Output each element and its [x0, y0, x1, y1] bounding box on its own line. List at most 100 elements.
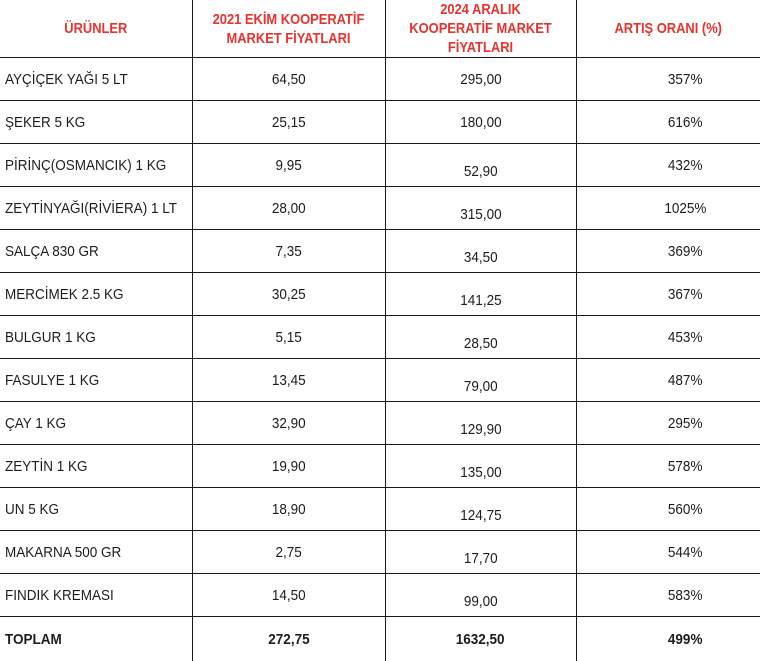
price-2024-text: 28,50	[464, 335, 498, 352]
product-name-text: FASULYE 1 KG	[5, 372, 99, 389]
price-2021-text: 14,50	[272, 587, 306, 604]
price-2021-text: 7,35	[275, 243, 301, 260]
table-body: AYÇİÇEK YAĞI 5 LT 64,50 295,00 357% ŞEKER 5 …	[0, 58, 760, 661]
table-row: ZEYTİN 1 KG 19,90 135,00 578%	[0, 445, 760, 488]
increase-rate: 1025%	[576, 187, 760, 230]
product-name-text: ŞEKER 5 KG	[5, 114, 85, 131]
price-2021-text: 30,25	[272, 286, 306, 303]
increase-rate: 453%	[576, 316, 760, 359]
header-2021-prices: 2021 EKİM KOOPERATİF MARKET FİYATLARI	[206, 0, 372, 58]
price-2021-text: 2,75	[275, 544, 301, 561]
table-row: UN 5 KG 18,90 124,75 560%	[0, 488, 760, 531]
price-2021: 2,75	[192, 531, 385, 574]
price-2024-text: 52,90	[464, 163, 498, 180]
product-name: ÇAY 1 KG	[0, 402, 192, 445]
price-2021: 19,90	[192, 445, 385, 488]
increase-rate: 487%	[576, 359, 760, 402]
price-2024-text: 1632,50	[456, 631, 505, 648]
product-name-text: FINDIK KREMASI	[5, 587, 114, 604]
price-2024: 99,00	[385, 574, 576, 617]
price-2024: 17,70	[385, 531, 576, 574]
price-2021-text: 28,00	[272, 200, 306, 217]
table-row: BULGUR 1 KG 5,15 28,50 453%	[0, 316, 760, 359]
price-2024: 180,00	[385, 101, 576, 144]
increase-rate: 432%	[576, 144, 760, 187]
price-2021-text: 5,15	[275, 329, 301, 346]
price-2021-text: 64,50	[272, 71, 306, 88]
product-name: UN 5 KG	[0, 488, 192, 531]
increase-rate-text: 578%	[668, 458, 703, 475]
table-row: PİRİNÇ(OSMANCIK) 1 KG 9,95 52,90 432%	[0, 144, 760, 187]
product-name-text: BULGUR 1 KG	[5, 329, 96, 346]
price-2024: 315,00	[385, 187, 576, 230]
price-2024: 295,00	[385, 58, 576, 101]
product-name-text: UN 5 KG	[5, 501, 59, 518]
product-name: ZEYTİNYAĞI(RİVİERA) 1 LT	[0, 187, 192, 230]
price-2024-text: 135,00	[460, 464, 501, 481]
price-2021: 5,15	[192, 316, 385, 359]
price-2024: 124,75	[385, 488, 576, 531]
price-2021: 64,50	[192, 58, 385, 101]
table-row: ZEYTİNYAĞI(RİVİERA) 1 LT 28,00 315,00 1025%	[0, 187, 760, 230]
price-2021: 9,95	[192, 144, 385, 187]
price-2021: 32,90	[192, 402, 385, 445]
product-name-text: TOPLAM	[5, 631, 62, 648]
price-2021: 7,35	[192, 230, 385, 273]
price-2021-text: 272,75	[268, 631, 309, 648]
header-2024-prices: 2024 ARALIK KOOPERATİF MARKET FİYATLARI	[398, 0, 562, 58]
increase-rate-text: 560%	[668, 501, 703, 518]
price-2024: 28,50	[385, 316, 576, 359]
price-2021-text: 9,95	[275, 157, 301, 174]
product-name-text: ÇAY 1 KG	[5, 415, 66, 432]
price-2024-text: 315,00	[460, 206, 501, 223]
table-row: AYÇİÇEK YAĞI 5 LT 64,50 295,00 357%	[0, 58, 760, 101]
increase-rate: 369%	[576, 230, 760, 273]
product-name: PİRİNÇ(OSMANCIK) 1 KG	[0, 144, 192, 187]
increase-rate: 544%	[576, 531, 760, 574]
increase-rate-text: 544%	[668, 544, 703, 561]
increase-rate-text: 357%	[668, 71, 703, 88]
product-name-text: ZEYTİN 1 KG	[5, 458, 88, 475]
price-2021: 14,50	[192, 574, 385, 617]
product-name: BULGUR 1 KG	[0, 316, 192, 359]
increase-rate-text: 453%	[668, 329, 703, 346]
increase-rate-text: 487%	[668, 372, 703, 389]
product-name: SALÇA 830 GR	[0, 230, 192, 273]
increase-rate-text: 369%	[668, 243, 703, 260]
price-2021-text: 19,90	[272, 458, 306, 475]
product-name: FINDIK KREMASI	[0, 574, 192, 617]
increase-rate: 295%	[576, 402, 760, 445]
price-2024: 129,90	[385, 402, 576, 445]
price-2024-text: 99,00	[464, 593, 498, 610]
product-name: ŞEKER 5 KG	[0, 101, 192, 144]
increase-rate: 616%	[576, 101, 760, 144]
price-2024-text: 141,25	[460, 292, 501, 309]
increase-rate: 499%	[576, 617, 760, 661]
price-2024-text: 34,50	[464, 249, 498, 266]
table-row: FINDIK KREMASI 14,50 99,00 583%	[0, 574, 760, 617]
header-products: ÜRÜNLER	[13, 0, 178, 58]
increase-rate: 578%	[576, 445, 760, 488]
increase-rate: 367%	[576, 273, 760, 316]
product-name: AYÇİÇEK YAĞI 5 LT	[0, 58, 192, 101]
product-name-text: SALÇA 830 GR	[5, 243, 99, 260]
price-2021: 30,25	[192, 273, 385, 316]
increase-rate-text: 616%	[668, 114, 703, 131]
table-row: SALÇA 830 GR 7,35 34,50 369%	[0, 230, 760, 273]
price-2021-text: 32,90	[272, 415, 306, 432]
price-2021-text: 13,45	[272, 372, 306, 389]
product-name: TOPLAM	[0, 617, 192, 661]
product-name-text: ZEYTİNYAĞI(RİVİERA) 1 LT	[5, 200, 177, 217]
price-2021-text: 18,90	[272, 501, 306, 518]
increase-rate-text: 367%	[668, 286, 703, 303]
product-name-text: AYÇİÇEK YAĞI 5 LT	[5, 71, 128, 88]
header-increase-rate: ARTIŞ ORANI (%)	[589, 0, 747, 58]
price-2024: 52,90	[385, 144, 576, 187]
price-2024: 34,50	[385, 230, 576, 273]
increase-rate-text: 583%	[668, 587, 703, 604]
price-2024-text: 129,90	[460, 421, 501, 438]
increase-rate: 357%	[576, 58, 760, 101]
price-2024: 141,25	[385, 273, 576, 316]
